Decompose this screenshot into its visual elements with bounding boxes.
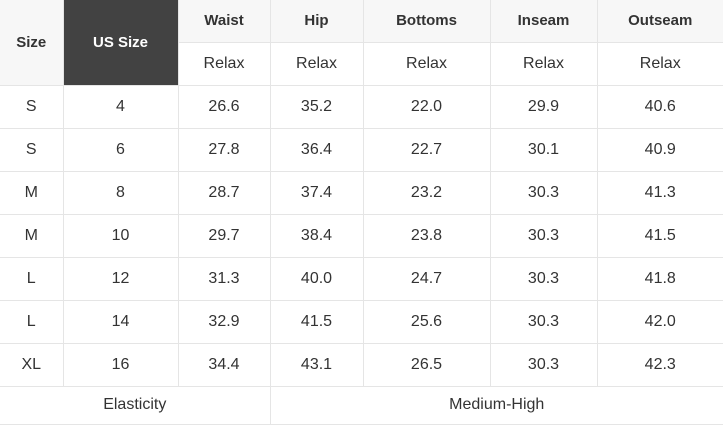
cell-inseam: 29.9 bbox=[489, 84, 598, 129]
elasticity-value: Medium-High bbox=[269, 385, 723, 425]
size-chart-body: S 4 26.6 35.2 22.0 29.9 40.6 S 6 27.8 36… bbox=[0, 84, 723, 387]
cell-hip: 40.0 bbox=[269, 256, 364, 301]
waist-fit-subheader: Relax bbox=[178, 41, 271, 86]
cell-waist: 26.6 bbox=[177, 84, 271, 129]
table-row: M 10 29.7 38.4 23.8 30.3 41.5 bbox=[0, 213, 723, 258]
cell-outseam: 42.0 bbox=[596, 299, 723, 344]
outseam-column-header: Outseam bbox=[596, 0, 723, 43]
cell-size: S bbox=[0, 127, 64, 172]
table-row: S 6 27.8 36.4 22.7 30.1 40.9 bbox=[0, 127, 723, 172]
cell-outseam: 40.6 bbox=[596, 84, 723, 129]
cell-size: M bbox=[0, 213, 64, 258]
cell-us-size: 4 bbox=[62, 84, 179, 129]
cell-inseam: 30.3 bbox=[489, 170, 598, 215]
size-column-header: Size bbox=[0, 0, 64, 86]
us-size-column-header: US Size bbox=[62, 0, 179, 86]
cell-us-size: 10 bbox=[62, 213, 179, 258]
waist-column-header: Waist bbox=[177, 0, 271, 43]
cell-inseam: 30.1 bbox=[489, 127, 598, 172]
cell-us-size: 8 bbox=[62, 170, 179, 215]
cell-us-size: 6 bbox=[62, 127, 179, 172]
table-row: XL 16 34.4 43.1 26.5 30.3 42.3 bbox=[0, 342, 723, 387]
cell-hip: 43.1 bbox=[269, 342, 364, 387]
cell-size: XL bbox=[0, 342, 64, 387]
cell-waist: 32.9 bbox=[177, 299, 271, 344]
cell-inseam: 30.3 bbox=[489, 299, 598, 344]
size-chart-header: Size US Size Waist Hip Bottoms Inseam Ou… bbox=[0, 0, 723, 86]
cell-bottoms: 22.0 bbox=[362, 84, 491, 129]
cell-hip: 35.2 bbox=[269, 84, 364, 129]
cell-waist: 34.4 bbox=[177, 342, 271, 387]
bottoms-fit-subheader: Relax bbox=[362, 41, 491, 86]
cell-us-size: 12 bbox=[62, 256, 179, 301]
cell-us-size: 16 bbox=[62, 342, 179, 387]
cell-inseam: 30.3 bbox=[489, 213, 598, 258]
cell-hip: 41.5 bbox=[269, 299, 364, 344]
elasticity-label: Elasticity bbox=[0, 385, 271, 425]
cell-bottoms: 24.7 bbox=[362, 256, 491, 301]
cell-size: L bbox=[0, 299, 64, 344]
cell-waist: 31.3 bbox=[177, 256, 271, 301]
outseam-fit-subheader: Relax bbox=[596, 41, 723, 86]
bottoms-column-header: Bottoms bbox=[362, 0, 491, 43]
cell-inseam: 30.3 bbox=[489, 256, 598, 301]
inseam-column-header: Inseam bbox=[489, 0, 598, 43]
table-row: L 12 31.3 40.0 24.7 30.3 41.8 bbox=[0, 256, 723, 301]
cell-size: M bbox=[0, 170, 64, 215]
table-row: L 14 32.9 41.5 25.6 30.3 42.0 bbox=[0, 299, 723, 344]
cell-bottoms: 25.6 bbox=[362, 299, 491, 344]
cell-waist: 28.7 bbox=[177, 170, 271, 215]
cell-outseam: 41.5 bbox=[596, 213, 723, 258]
cell-hip: 38.4 bbox=[269, 213, 364, 258]
cell-waist: 27.8 bbox=[177, 127, 271, 172]
cell-outseam: 41.3 bbox=[596, 170, 723, 215]
cell-size: L bbox=[0, 256, 64, 301]
cell-us-size: 14 bbox=[62, 299, 179, 344]
table-row: S 4 26.6 35.2 22.0 29.9 40.6 bbox=[0, 84, 723, 129]
inseam-fit-subheader: Relax bbox=[489, 41, 598, 86]
cell-outseam: 40.9 bbox=[596, 127, 723, 172]
cell-bottoms: 23.2 bbox=[362, 170, 491, 215]
cell-outseam: 42.3 bbox=[596, 342, 723, 387]
size-chart-table: Size US Size Waist Hip Bottoms Inseam Ou… bbox=[0, 0, 723, 425]
size-chart-footer: Elasticity Medium-High bbox=[0, 385, 723, 425]
hip-column-header: Hip bbox=[269, 0, 364, 43]
table-row: M 8 28.7 37.4 23.2 30.3 41.3 bbox=[0, 170, 723, 215]
cell-bottoms: 22.7 bbox=[362, 127, 491, 172]
cell-bottoms: 23.8 bbox=[362, 213, 491, 258]
cell-outseam: 41.8 bbox=[596, 256, 723, 301]
cell-waist: 29.7 bbox=[177, 213, 271, 258]
cell-bottoms: 26.5 bbox=[362, 342, 491, 387]
measure-header-row: Size US Size Waist Hip Bottoms Inseam Ou… bbox=[0, 0, 723, 86]
hip-fit-subheader: Relax bbox=[269, 41, 364, 86]
cell-inseam: 30.3 bbox=[489, 342, 598, 387]
elasticity-row: Elasticity Medium-High bbox=[0, 385, 723, 425]
cell-hip: 36.4 bbox=[269, 127, 364, 172]
cell-hip: 37.4 bbox=[269, 170, 364, 215]
cell-size: S bbox=[0, 84, 64, 129]
